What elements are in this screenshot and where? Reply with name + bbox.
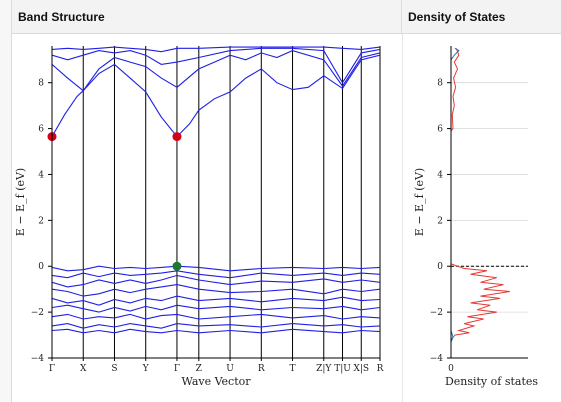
dos-y-tick-label: 0	[437, 262, 443, 272]
band-line	[52, 323, 380, 329]
x-tick-label: Γ	[174, 364, 180, 374]
band-line	[52, 328, 380, 334]
x-tick-label: Y	[142, 364, 150, 374]
dos-series-line	[451, 47, 460, 358]
band-line	[52, 54, 380, 138]
x-tick-label: Z|Y	[316, 364, 332, 374]
extremum-marker	[172, 261, 182, 271]
band-line	[52, 270, 380, 279]
x-tick-label: Γ	[49, 364, 55, 374]
extremum-marker	[172, 132, 182, 142]
x-axis-title: Wave Vector	[181, 375, 251, 388]
y-tick-label: 8	[38, 79, 44, 89]
band-line	[52, 304, 380, 313]
band-line	[52, 313, 380, 320]
x-tick-label: R	[258, 364, 265, 374]
band-structure-header: Band Structure	[12, 0, 402, 34]
x-tick-label: X	[80, 364, 87, 374]
dos-y-axis-title: E − E_f (eV)	[413, 168, 426, 236]
y-tick-label: 2	[38, 216, 44, 226]
x-tick-label: Z	[196, 364, 202, 374]
panel-divider	[402, 34, 403, 402]
y-tick-label: −2	[31, 308, 44, 318]
band-line	[52, 50, 380, 92]
x-tick-label: T|U	[334, 364, 351, 374]
band-line	[52, 284, 380, 297]
dos-y-tick-label: −2	[430, 308, 443, 318]
x-tick-label: S	[111, 364, 117, 374]
dos-series-line	[451, 48, 510, 358]
dos-y-tick-label: 4	[437, 170, 443, 180]
y-tick-label: 0	[38, 262, 44, 272]
band-line	[52, 274, 380, 288]
left-edge-strip	[0, 0, 12, 402]
x-tick-label: U	[226, 364, 234, 374]
y-tick-label: −4	[31, 354, 45, 364]
dos-y-tick-label: 2	[437, 216, 443, 226]
x-tick-label: R	[377, 364, 384, 374]
dos-y-tick-label: 8	[437, 79, 443, 89]
band-line	[52, 47, 380, 84]
dos-y-tick-label: −4	[430, 354, 444, 364]
band-structure-chart: −4 −2 0 2 4 6 8 Γ X S Y Γ Z U R T Z|Y T|U X|S R Wave Vector E…	[14, 46, 384, 388]
band-line	[52, 295, 380, 306]
dos-x-tick-label: 0	[448, 364, 454, 374]
band-line	[52, 46, 380, 53]
y-tick-label: 6	[38, 125, 44, 135]
y-tick-label: 4	[38, 170, 44, 180]
dos-y-tick-label: 6	[437, 125, 443, 135]
x-tick-label: X|S	[353, 364, 369, 374]
x-tick-label: T	[290, 364, 296, 374]
dos-header: Density of States	[402, 0, 561, 34]
dos-x-axis-title: Density of states	[445, 375, 538, 388]
y-axis-title: E − E_f (eV)	[14, 168, 27, 236]
